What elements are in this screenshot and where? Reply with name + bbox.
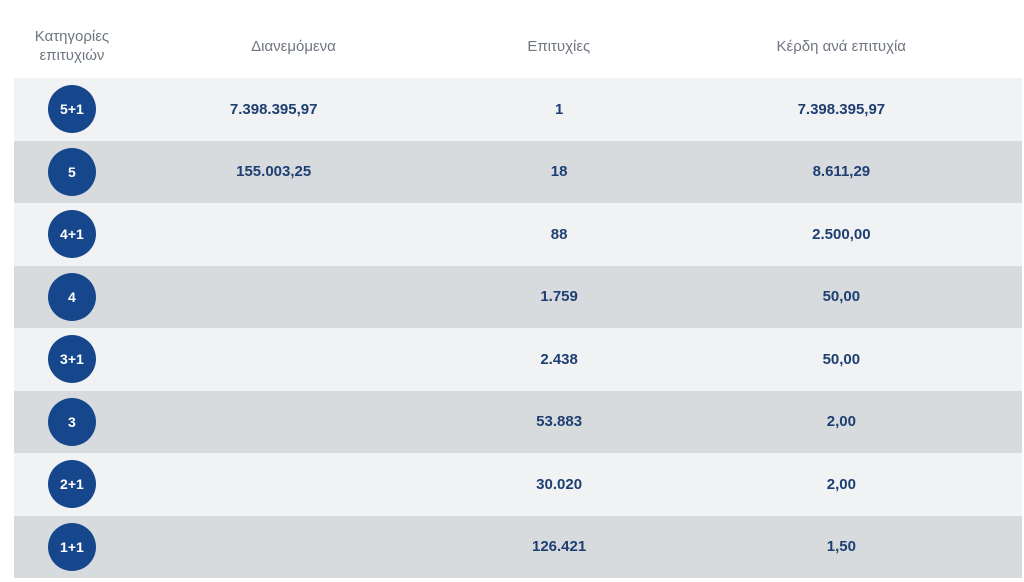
table-row: 4+1 88 2.500,00	[14, 203, 1022, 266]
winners-value: 88	[550, 225, 568, 243]
prize-value: 8.611,29	[812, 163, 871, 181]
winners-value: 1	[554, 100, 564, 118]
distributed-value: 155.003,25	[236, 163, 312, 181]
table-row: 5+1 7.398.395,97 1 7.398.395,97	[14, 78, 1022, 141]
prize-value: 50,00	[822, 288, 861, 306]
table-row: 1+1 126.421 1,50	[14, 515, 1022, 578]
category-badge: 3+1	[47, 335, 96, 384]
category-badge: 5	[47, 147, 96, 196]
prize-value: 2,00	[826, 475, 856, 493]
table-row: 2+1 30.020 2,00	[14, 453, 1022, 516]
prize-value: 7.398.395,97	[797, 100, 886, 118]
table-row: 3+1 2.438 50,00	[14, 328, 1022, 391]
prize-value: 1,50	[826, 538, 856, 556]
table-row: 3 53.883 2,00	[14, 390, 1022, 453]
table-header: Κατηγορίες επιτυχιών Διανεμόμενα Επιτυχί…	[14, 14, 1022, 78]
header-winners: Επιτυχίες	[527, 37, 591, 55]
header-prize-per-winner: Κέρδη ανά επιτυχία	[776, 37, 906, 55]
winners-value: 18	[550, 163, 568, 181]
winnings-table: Κατηγορίες επιτυχιών Διανεμόμενα Επιτυχί…	[14, 14, 1022, 578]
prize-value: 2,00	[826, 413, 856, 431]
prize-value: 2.500,00	[812, 225, 871, 243]
category-badge: 3	[47, 397, 96, 446]
category-badge: 1+1	[47, 522, 96, 571]
category-badge: 4+1	[47, 210, 96, 259]
header-distributed: Διανεμόμενα	[251, 37, 336, 55]
winners-value: 30.020	[536, 475, 583, 493]
category-badge: 4	[47, 272, 96, 321]
table-row: 4 1.759 50,00	[14, 265, 1022, 328]
category-badge: 5+1	[47, 85, 96, 134]
prize-value: 50,00	[822, 350, 861, 368]
winners-value: 126.421	[531, 538, 587, 556]
table-row: 5 155.003,25 18 8.611,29	[14, 140, 1022, 203]
category-badge: 2+1	[47, 460, 96, 509]
winners-value: 2.438	[540, 350, 578, 368]
winners-value: 1.759	[540, 288, 578, 306]
winners-value: 53.883	[536, 413, 583, 431]
distributed-value: 7.398.395,97	[229, 100, 318, 118]
header-category: Κατηγορίες επιτυχιών	[34, 28, 110, 64]
